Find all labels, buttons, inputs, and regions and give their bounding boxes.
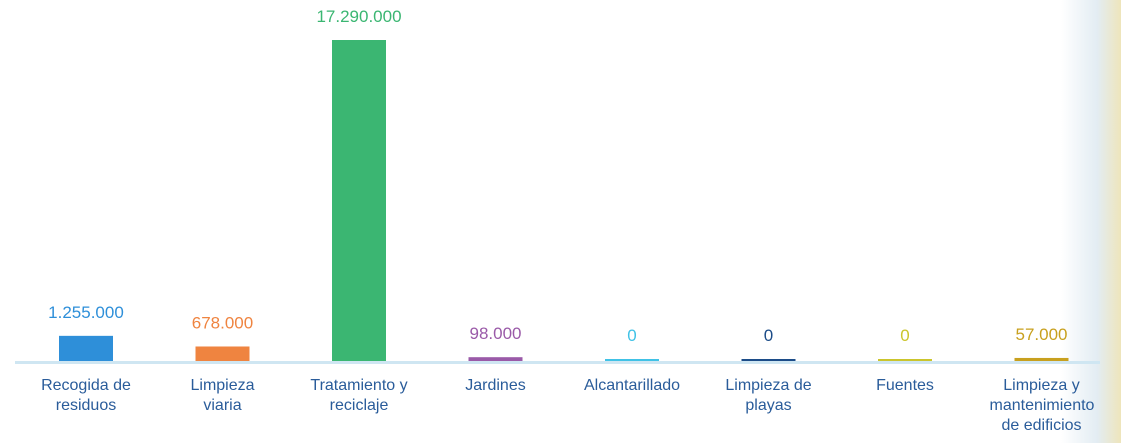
bar (195, 346, 250, 361)
value-label: 0 (900, 326, 909, 345)
value-label: 678.000 (192, 313, 253, 332)
background-decoration (1061, 0, 1121, 443)
value-label: 1.255.000 (48, 303, 124, 322)
category-label: Tratamiento y reciclaje (310, 377, 408, 414)
bar (332, 40, 386, 361)
value-label: 0 (627, 326, 636, 345)
category-label: Fuentes (876, 377, 934, 394)
category-label: Recogida de residuos (41, 377, 131, 414)
value-label: 17.290.000 (316, 7, 401, 26)
category-label: Alcantarillado (583, 377, 681, 394)
value-label: 57.000 (1016, 325, 1068, 344)
value-label: 0 (764, 326, 773, 345)
bar (878, 359, 932, 361)
category-label: Limpieza viaria (190, 377, 255, 414)
bar (741, 359, 796, 361)
category-label: Limpieza de playas (725, 377, 812, 414)
bar (605, 359, 659, 361)
category-label: Jardines (465, 377, 526, 394)
bar (468, 357, 523, 361)
category-label: Limpieza y mantenimiento de edificios (989, 377, 1095, 434)
axis-line (15, 361, 1100, 364)
bar (1014, 357, 1069, 361)
value-label: 98.000 (470, 324, 522, 343)
bar (59, 335, 113, 361)
